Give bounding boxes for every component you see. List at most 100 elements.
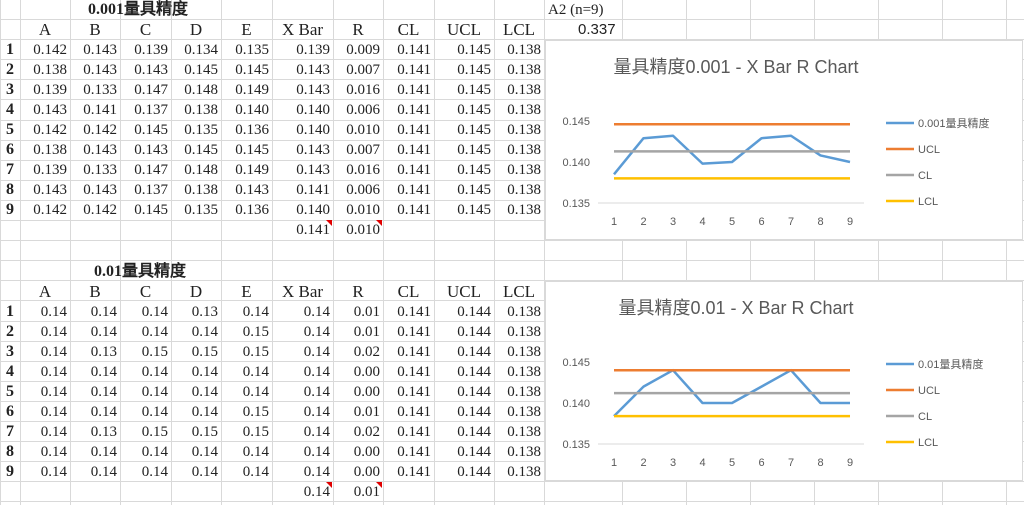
table1-row-label[interactable]: 8: [6, 181, 14, 198]
table2-cell[interactable]: 0.14: [242, 364, 269, 380]
table1-cell[interactable]: 0.143: [33, 102, 67, 118]
table2-cell[interactable]: 0.14: [303, 344, 330, 360]
table1-cell[interactable]: 0.143: [134, 142, 168, 158]
a2-label[interactable]: A2 (n=9): [548, 2, 604, 18]
table2-cell[interactable]: 0.02: [353, 344, 380, 360]
table2-row-label[interactable]: 5: [6, 383, 14, 400]
table1-cell[interactable]: 0.137: [134, 182, 168, 198]
table1-cell[interactable]: 0.138: [507, 162, 541, 178]
table1-cell[interactable]: 0.141: [397, 122, 431, 138]
table1-cell[interactable]: 0.139: [33, 82, 67, 98]
table2-row-label[interactable]: 1: [6, 303, 14, 320]
table2-cell[interactable]: 0.14: [90, 444, 117, 460]
table1-cell[interactable]: 0.148: [184, 82, 218, 98]
table1-cell[interactable]: 0.138: [507, 82, 541, 98]
table2-cell[interactable]: 0.14: [191, 384, 218, 400]
table1-header-c[interactable]: C: [139, 20, 152, 39]
comment-indicator-icon[interactable]: [326, 482, 332, 488]
table2-header-cl[interactable]: CL: [397, 282, 420, 301]
table1-cell[interactable]: 0.143: [296, 142, 330, 158]
table1-cell[interactable]: 0.141: [397, 102, 431, 118]
table2-cell[interactable]: 0.15: [242, 324, 269, 340]
table1-cell[interactable]: 0.138: [507, 182, 541, 198]
table1-cell[interactable]: 0.145: [457, 182, 491, 198]
table1-cell[interactable]: 0.145: [184, 142, 218, 158]
table2-cell[interactable]: 0.14: [90, 464, 117, 480]
table2-cell[interactable]: 0.138: [507, 424, 541, 440]
table1-cell[interactable]: 0.016: [346, 82, 380, 98]
table2-cell[interactable]: 0.14: [90, 324, 117, 340]
table2-cell[interactable]: 0.141: [397, 444, 431, 460]
table2-header-ucl[interactable]: UCL: [447, 282, 481, 301]
table1-cell[interactable]: 0.138: [33, 62, 67, 78]
table2-cell[interactable]: 0.144: [457, 344, 491, 360]
table1-cell[interactable]: 0.138: [507, 202, 541, 218]
table2-cell[interactable]: 0.14: [141, 444, 168, 460]
table1-header-lcl[interactable]: LCL: [502, 20, 536, 39]
table2-cell[interactable]: 0.138: [507, 324, 541, 340]
table2-cell[interactable]: 0.138: [507, 404, 541, 420]
table2-cell[interactable]: 0.138: [507, 384, 541, 400]
table2-cell[interactable]: 0.13: [90, 424, 117, 440]
table1-cell[interactable]: 0.143: [235, 182, 269, 198]
table1-cell[interactable]: 0.145: [235, 62, 269, 78]
table2-cell[interactable]: 0.14: [141, 304, 168, 320]
table2-header-a[interactable]: A: [38, 282, 52, 301]
table1-cell[interactable]: 0.006: [346, 182, 380, 198]
table1-cell[interactable]: 0.141: [397, 182, 431, 198]
table1-cell[interactable]: 0.142: [33, 122, 67, 138]
table2-cell[interactable]: 0.15: [141, 344, 168, 360]
table2-row-label[interactable]: 8: [6, 443, 14, 460]
table1-cell[interactable]: 0.139: [296, 42, 330, 58]
xbar-r-chart-001[interactable]: 量具精度0.01 - X Bar R Chart 0.135 0.140 0.145 1…: [545, 281, 1023, 481]
table1-cell[interactable]: 0.141: [83, 102, 117, 118]
table2-title[interactable]: 0.01量具精度: [94, 263, 187, 280]
table2-row-label[interactable]: 6: [6, 403, 14, 420]
table1-header-b[interactable]: B: [89, 20, 101, 39]
table2-cell[interactable]: 0.14: [90, 384, 117, 400]
xbar-r-chart-0001[interactable]: 量具精度0.001 - X Bar R Chart 0.135 0.140 0.145…: [545, 40, 1023, 240]
table2-r-avg[interactable]: 0.01: [353, 484, 380, 500]
table1-cell[interactable]: 0.140: [296, 122, 330, 138]
table2-cell[interactable]: 0.02: [353, 424, 380, 440]
table2-row-label[interactable]: 3: [6, 343, 14, 360]
table1-row-label[interactable]: 7: [6, 161, 14, 178]
table2-cell[interactable]: 0.14: [40, 384, 67, 400]
table2-header-x-bar[interactable]: X Bar: [281, 282, 324, 301]
table2-cell[interactable]: 0.01: [353, 304, 380, 320]
table2-cell[interactable]: 0.141: [397, 364, 431, 380]
table2-header-r[interactable]: R: [352, 282, 364, 301]
table2-header-e[interactable]: E: [241, 282, 252, 301]
table2-cell[interactable]: 0.14: [40, 464, 67, 480]
table1-cell[interactable]: 0.145: [134, 122, 168, 138]
table1-cell[interactable]: 0.149: [235, 162, 269, 178]
table1-cell[interactable]: 0.007: [346, 142, 380, 158]
table1-cell[interactable]: 0.141: [397, 82, 431, 98]
table1-cell[interactable]: 0.139: [33, 162, 67, 178]
table2-cell[interactable]: 0.14: [191, 324, 218, 340]
table2-cell[interactable]: 0.00: [353, 384, 380, 400]
table1-cell[interactable]: 0.135: [184, 202, 218, 218]
table2-cell[interactable]: 0.01: [353, 324, 380, 340]
table2-row-label[interactable]: 4: [6, 363, 14, 380]
table2-cell[interactable]: 0.14: [40, 404, 67, 420]
table2-cell[interactable]: 0.14: [141, 324, 168, 340]
table2-cell[interactable]: 0.14: [242, 464, 269, 480]
table2-cell[interactable]: 0.144: [457, 424, 491, 440]
table1-cell[interactable]: 0.133: [83, 162, 117, 178]
table1-cell[interactable]: 0.141: [296, 182, 330, 198]
table1-cell[interactable]: 0.145: [457, 162, 491, 178]
table1-cell[interactable]: 0.145: [457, 42, 491, 58]
table2-cell[interactable]: 0.14: [303, 384, 330, 400]
table2-cell[interactable]: 0.14: [303, 304, 330, 320]
table1-cell[interactable]: 0.145: [457, 62, 491, 78]
table2-cell[interactable]: 0.13: [90, 344, 117, 360]
table1-cell[interactable]: 0.138: [33, 142, 67, 158]
table1-r-avg[interactable]: 0.010: [346, 222, 380, 238]
table1-cell[interactable]: 0.149: [235, 82, 269, 98]
table2-header-b[interactable]: B: [89, 282, 101, 301]
table1-cell[interactable]: 0.148: [184, 162, 218, 178]
table2-cell[interactable]: 0.14: [90, 304, 117, 320]
table2-cell[interactable]: 0.141: [397, 424, 431, 440]
table2-cell[interactable]: 0.15: [242, 404, 269, 420]
